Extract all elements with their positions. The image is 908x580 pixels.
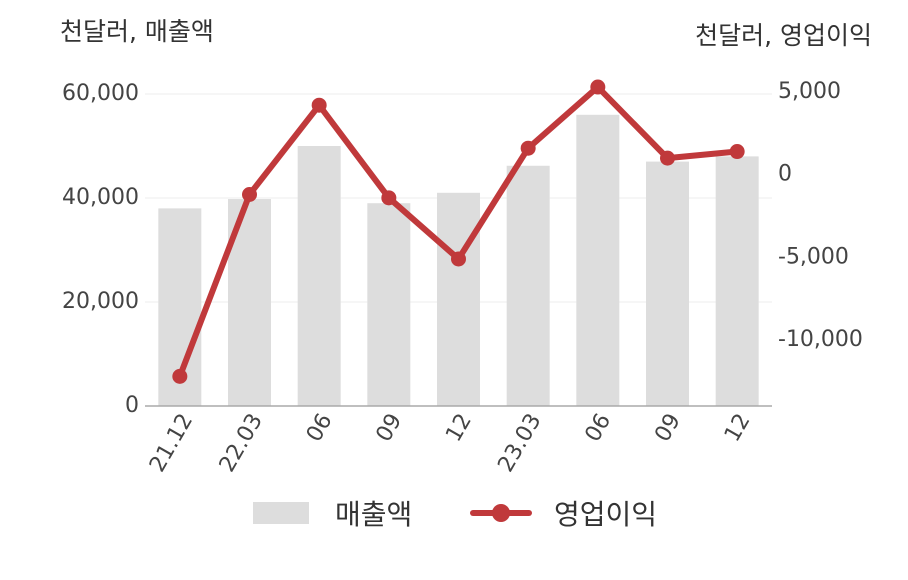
x-tick-label: 06 — [581, 410, 617, 447]
x-tick-label: 23.03 — [493, 410, 546, 477]
operating-profit-point — [311, 97, 327, 113]
operating-profit-point — [242, 187, 257, 203]
revenue-bars — [158, 114, 759, 407]
x-tick-label: 12 — [441, 410, 477, 447]
right-axis-unit: 천달러, 영업이익 — [695, 21, 872, 50]
operating-profit-point — [381, 190, 397, 206]
legend-label-revenue: 매출액 — [335, 498, 413, 531]
left-axis-ticks: 0 20,000 40,000 60,000 — [62, 81, 139, 418]
x-tick-label: 09 — [650, 410, 686, 447]
x-tick-label: 22.03 — [215, 410, 268, 477]
right-axis-ticks: -10,000 -5,000 0 5,000 — [778, 79, 863, 352]
operating-profit-point — [729, 144, 745, 160]
revenue-bar — [367, 203, 411, 406]
left-tick-label: 60,000 — [62, 81, 139, 106]
legend-line-swatch — [470, 502, 532, 524]
operating-profit-point — [660, 150, 675, 166]
left-tick-label: 0 — [125, 393, 139, 418]
right-tick-label: -5,000 — [778, 244, 849, 269]
revenue-bar — [297, 146, 341, 406]
revenue-bar — [576, 114, 620, 407]
legend-item-revenue: 매출액 — [253, 493, 412, 533]
legend-item-operating-profit: 영업이익 — [470, 493, 657, 533]
revenue-bar — [437, 192, 480, 406]
x-tick-label: 12 — [720, 410, 756, 447]
legend-label-operating-profit: 영업이익 — [554, 498, 658, 531]
left-axis-unit: 천달러, 매출액 — [60, 17, 214, 46]
x-tick-label: 06 — [302, 410, 338, 447]
legend-bar-swatch — [253, 502, 309, 524]
revenue-bar — [506, 165, 550, 406]
left-tick-label: 20,000 — [62, 289, 139, 314]
operating-profit-line — [172, 79, 745, 384]
revenue-bar — [715, 156, 759, 406]
left-tick-label: 40,000 — [62, 185, 139, 210]
x-tick-label: 09 — [372, 410, 408, 447]
x-tick-label: 21.12 — [145, 410, 198, 477]
x-axis-ticks: 21.12 22.03 06 09 12 23.03 06 09 12 — [145, 410, 755, 477]
operating-profit-point — [172, 368, 188, 384]
revenue-bar — [646, 161, 689, 406]
right-tick-label: -10,000 — [778, 327, 863, 352]
right-tick-label: 0 — [778, 162, 792, 187]
operating-profit-point — [520, 140, 536, 156]
operating-profit-point — [451, 251, 466, 267]
operating-profit-point — [590, 79, 606, 95]
right-tick-label: 5,000 — [778, 79, 841, 104]
